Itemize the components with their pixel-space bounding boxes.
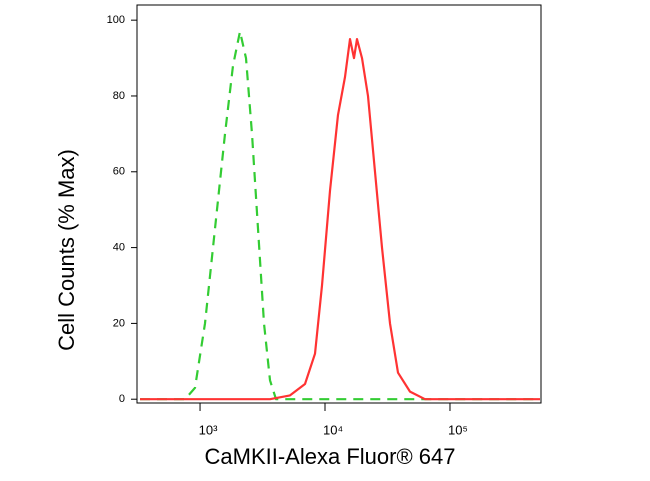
series-line: [140, 30, 540, 401]
x-tick-label: 10⁵: [448, 422, 468, 437]
x-tick-label: 10⁴: [323, 422, 343, 437]
plot-frame: [136, 4, 542, 404]
y-tick-label: 20: [113, 317, 125, 329]
x-axis-title: CaMKII-Alexa Fluor® 647: [205, 444, 456, 469]
series-line: [140, 38, 540, 401]
y-tick-label: 60: [113, 166, 125, 178]
y-tick-label: 100: [107, 14, 125, 26]
y-tick-label: 0: [119, 393, 125, 405]
x-tick-label: 10³: [199, 422, 218, 437]
y-axis-title: Cell Counts (% Max): [54, 149, 79, 351]
y-tick-label: 80: [113, 90, 125, 102]
y-tick-label: 40: [113, 241, 125, 253]
